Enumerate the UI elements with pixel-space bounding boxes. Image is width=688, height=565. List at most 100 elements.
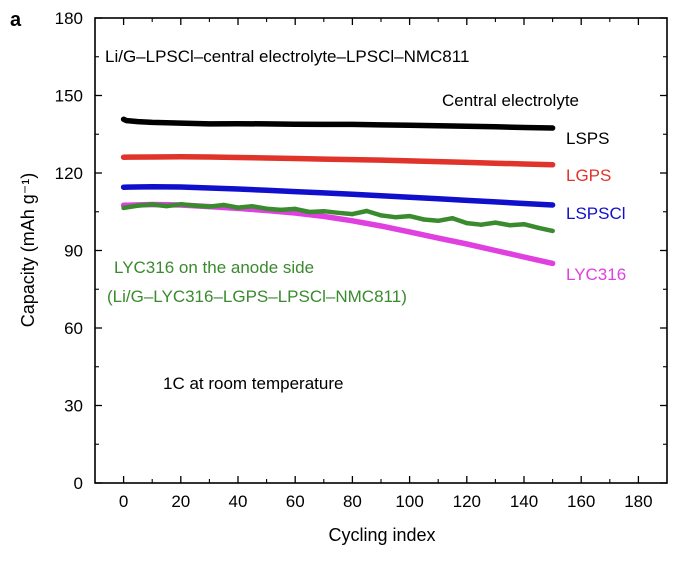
data-point-lspscl: [407, 195, 412, 200]
y-tick-label: 150: [55, 87, 83, 106]
data-point-lsps: [350, 122, 355, 127]
x-tick-label: 60: [286, 492, 305, 511]
data-point-lyc316: [293, 210, 298, 216]
x-axis-label: Cycling index: [328, 525, 435, 545]
x-tick-label: 40: [229, 492, 248, 511]
data-point-lyc316-anode: [493, 220, 498, 225]
panel-label: a: [10, 9, 22, 31]
data-point-lspscl: [493, 199, 498, 205]
data-point-lsps: [464, 124, 469, 129]
data-point-lgps: [407, 158, 412, 164]
data-point-lspscl: [293, 189, 298, 194]
data-point-lyc316-anode: [264, 206, 269, 211]
data-point-lyc316-anode: [293, 206, 298, 212]
data-point-lyc316: [350, 218, 355, 223]
data-point-lsps: [207, 121, 212, 127]
data-point-lyc316-anode: [235, 205, 241, 210]
series-label-lgps: LGPS: [566, 166, 611, 185]
data-point-lgps: [150, 154, 155, 160]
data-point-lyc316-anode: [450, 216, 455, 221]
data-point-lspscl: [378, 193, 384, 198]
y-tick-label: 90: [64, 242, 83, 261]
data-point-lsps: [264, 121, 269, 127]
data-point-lgps: [293, 156, 298, 161]
x-tick-label: 120: [453, 492, 481, 511]
data-point-lgps: [378, 157, 384, 163]
x-tick-label: 140: [510, 492, 538, 511]
data-point-lyc316-anode: [135, 203, 141, 208]
data-point-lyc316: [493, 248, 498, 253]
series-label-lyc316: LYC316: [566, 265, 626, 284]
data-point-lspscl: [207, 185, 212, 191]
x-tick-label: 100: [395, 492, 423, 511]
data-point-lyc316: [550, 261, 555, 266]
data-point-lyc316-anode: [178, 202, 183, 207]
data-point-lsps: [493, 124, 498, 129]
data-point-lsps: [124, 118, 129, 123]
data-point-lgps: [493, 161, 498, 166]
data-point-lsps: [135, 119, 141, 124]
data-point-lyc316-anode: [478, 222, 484, 227]
data-point-lgps: [207, 154, 212, 160]
data-point-lspscl: [321, 190, 326, 196]
x-tick-label: 20: [171, 492, 190, 511]
data-point-lsps: [293, 122, 298, 127]
tick-layer: 0 20 40 60 80 100 120 140 160 180 0 30 60 90 120 150 180: [55, 9, 667, 511]
data-point-lspscl: [264, 188, 269, 193]
data-point-lyc316-anode: [250, 204, 255, 209]
data-point-lgps: [550, 162, 555, 167]
data-point-lspscl: [235, 186, 241, 192]
data-point-lgps: [464, 160, 469, 165]
data-point-lyc316: [321, 214, 326, 219]
data-point-lyc316-anode: [307, 209, 312, 215]
data-point-lyc316: [378, 223, 384, 229]
data-point-lsps: [235, 121, 241, 126]
plot-frame: [94, 17, 668, 484]
series-label-lspscl: LSPSCl: [566, 204, 626, 223]
data-point-lyc316: [464, 241, 469, 247]
data-point-lgps: [264, 155, 269, 161]
data-point-lyc316-anode: [350, 211, 355, 217]
data-point-lspscl: [350, 192, 355, 197]
data-point-lyc316-anode: [393, 215, 398, 220]
data-point-lyc316-anode: [378, 213, 384, 218]
data-point-lyc316-anode: [436, 218, 441, 223]
data-point-lyc316-anode: [221, 202, 226, 208]
data-point-lgps: [350, 157, 355, 162]
data-point-lsps: [521, 125, 527, 130]
data-point-lspscl: [150, 184, 155, 189]
data-point-lspscl: [121, 185, 126, 190]
series-label-lsps: LSPS: [566, 129, 609, 148]
data-point-lyc316: [521, 254, 527, 260]
y-tick-label: 120: [55, 164, 83, 183]
data-point-lyc316: [407, 229, 412, 235]
y-tick-label: 0: [74, 474, 83, 493]
data-point-lgps: [178, 154, 183, 159]
data-point-lsps: [378, 122, 384, 128]
x-tick-label: 180: [624, 492, 652, 511]
data-point-lyc316-anode: [207, 204, 212, 209]
data-point-lyc316-anode: [421, 217, 427, 222]
y-tick-label: 180: [55, 9, 83, 28]
data-point-lgps: [521, 161, 527, 167]
y-tick-label: 60: [64, 319, 83, 338]
annotation-anode-side: LYC316 on the anode side: [114, 258, 314, 277]
data-point-lsps: [150, 120, 155, 125]
data-point-lyc316-anode: [507, 223, 512, 228]
data-point-lyc316-anode: [521, 222, 527, 227]
series-line-lsps: [120, 116, 556, 131]
data-point-lyc316: [436, 235, 441, 241]
data-point-lyc316-anode: [335, 210, 341, 215]
data-point-lsps: [550, 125, 555, 131]
legend-title: Central electrolyte: [442, 91, 579, 110]
data-point-lyc316-anode: [464, 220, 469, 226]
x-tick-label: 0: [119, 492, 128, 511]
data-point-lgps: [436, 159, 441, 164]
series-layer: [120, 116, 556, 267]
x-tick-label: 160: [567, 492, 595, 511]
data-point-lspscl: [178, 184, 183, 190]
x-tick-label: 80: [343, 492, 362, 511]
data-point-lyc316-anode: [164, 203, 169, 209]
series-line-lgps: [120, 153, 556, 168]
